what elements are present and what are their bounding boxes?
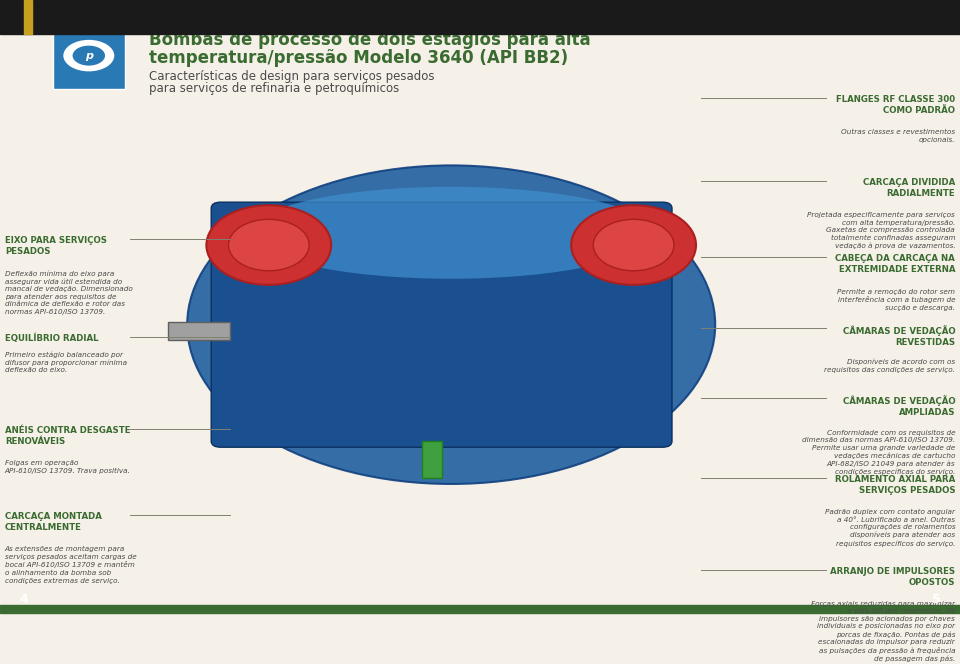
Text: Deflexão mínima do eixo para
assegurar vida útil estendida do
mancal de vedação.: Deflexão mínima do eixo para assegurar v… [5,270,132,315]
FancyBboxPatch shape [53,23,125,89]
Text: As extensões de montagem para
serviços pesados aceitam cargas de
bocal API-610/I: As extensões de montagem para serviços p… [5,546,136,584]
Text: CARCAÇA DIVIDIDA
RADIALMENTE: CARCAÇA DIVIDIDA RADIALMENTE [863,178,955,198]
Text: EQUILÍBRIO RADIAL: EQUILÍBRIO RADIAL [5,334,98,343]
Text: Folgas em operação
API-610/ISO 13709. Trava positiva.: Folgas em operação API-610/ISO 13709. Tr… [5,460,131,473]
Bar [422,441,442,478]
Text: Projetada especificamente para serviços
com alta temperatura/pressão.
Gaxetas de: Projetada especificamente para serviços … [807,212,955,249]
Circle shape [228,219,309,271]
Bar [0,0,960,34]
Circle shape [593,219,674,271]
Text: Outras classes e revestimentos
opcionais.: Outras classes e revestimentos opcionais… [841,129,955,143]
Circle shape [71,44,106,66]
Bar [0,606,960,613]
Text: 4: 4 [19,593,28,606]
Text: CÂMARAS DE VEDAÇÃO
AMPLIADAS: CÂMARAS DE VEDAÇÃO AMPLIADAS [843,395,955,417]
Text: ANÉIS CONTRA DESGASTE
RENOVÁVEIS: ANÉIS CONTRA DESGASTE RENOVÁVEIS [5,426,131,446]
Ellipse shape [250,187,653,279]
Text: Padrão duplex com contato angular
a 40°. Lubrificado a anel. Outras
configuraçõe: Padrão duplex com contato angular a 40°.… [826,509,955,546]
Circle shape [206,205,331,285]
Text: Características de design para serviços pesados: Características de design para serviços … [149,70,434,83]
Text: Permite a remoção do rotor sem
interferência com a tubagem de
sucção e descarga.: Permite a remoção do rotor sem interferê… [837,289,955,311]
Text: Disponíveis de acordo com os
requisitos das condições de serviço.: Disponíveis de acordo com os requisitos … [825,359,955,373]
Text: CABEÇA DA CARCAÇA NA
EXTREMIDADE EXTERNA: CABEÇA DA CARCAÇA NA EXTREMIDADE EXTERNA [835,254,955,274]
Circle shape [61,39,115,73]
Text: Forças axiais reduzidas para maximizar
a vida útil dos rolamentos. Os
impulsores: Forças axiais reduzidas para maximizar a… [811,601,955,662]
Ellipse shape [187,165,715,484]
Circle shape [571,205,696,285]
Text: EIXO PARA SERVIÇOS
PESADOS: EIXO PARA SERVIÇOS PESADOS [5,236,107,256]
FancyBboxPatch shape [211,202,672,448]
Text: 5: 5 [932,593,941,606]
Text: temperatura/pressão Modelo 3640 (API BB2): temperatura/pressão Modelo 3640 (API BB2… [149,49,568,67]
Text: p: p [84,50,93,60]
Text: para serviços de refinaria e petroquímicos: para serviços de refinaria e petroquímic… [149,82,399,96]
Text: FLANGES RF CLASSE 300
COMO PADRÃO: FLANGES RF CLASSE 300 COMO PADRÃO [836,95,955,115]
Bar [24,0,32,34]
Text: CÂMARAS DE VEDAÇÃO
REVESTIDAS: CÂMARAS DE VEDAÇÃO REVESTIDAS [843,325,955,347]
Text: Conformidade com os requisitos de
dimensão das normas API-610/ISO 13709.
Permite: Conformidade com os requisitos de dimens… [802,430,955,475]
Text: CARCAÇA MONTADA
CENTRALMENTE: CARCAÇA MONTADA CENTRALMENTE [5,511,102,532]
Bar [168,321,230,340]
Text: Bombas de processo de dois estágios para alta: Bombas de processo de dois estágios para… [149,31,590,49]
Text: ROLAMENTO AXIAL PARA
SERVIÇOS PESADOS: ROLAMENTO AXIAL PARA SERVIÇOS PESADOS [835,475,955,495]
Text: ARRANJO DE IMPULSORES
OPOSTOS: ARRANJO DE IMPULSORES OPOSTOS [830,566,955,587]
Text: Primeiro estágio balanceado por
difusor para proporcionar mínima
deflexão do eix: Primeiro estágio balanceado por difusor … [5,351,127,373]
Bar [125,123,816,539]
